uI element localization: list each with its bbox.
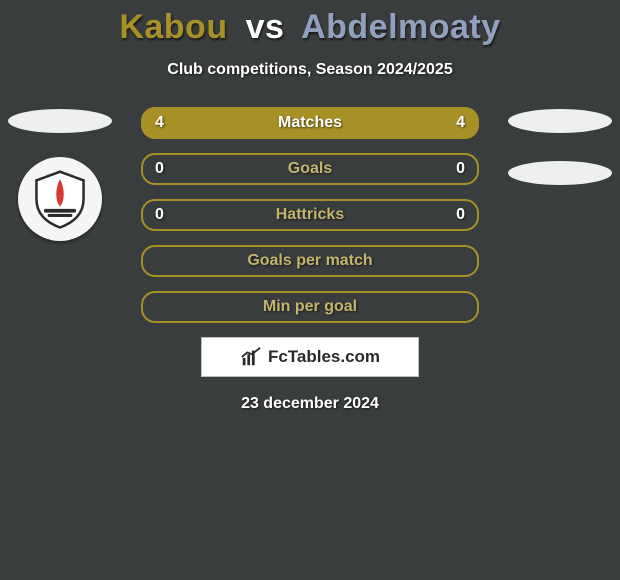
left-club-badge (18, 157, 102, 241)
player-right-name: Abdelmoaty (301, 8, 501, 46)
stat-label: Min per goal (263, 298, 357, 316)
subtitle: Club competitions, Season 2024/2025 (0, 61, 620, 79)
right-club-slot-2 (508, 161, 612, 185)
left-club-slot-1 (8, 109, 112, 133)
stat-row: Matches 4 4 (141, 107, 479, 139)
footer-brand-text: FcTables.com (268, 347, 380, 367)
stats-area: Matches 4 4 Goals 0 0 Hattricks 0 0 Goals per mat… (0, 107, 620, 323)
right-club-slot-1 (508, 109, 612, 133)
stat-value-left: 4 (155, 114, 164, 132)
comparison-title: Kabou vs Abdelmoaty (0, 0, 620, 47)
stat-value-right: 0 (456, 160, 465, 178)
stat-rows: Matches 4 4 Goals 0 0 Hattricks 0 0 Goals per mat… (141, 107, 479, 323)
title-vs: vs (246, 8, 285, 46)
stat-value-right: 4 (456, 114, 465, 132)
stat-value-right: 0 (456, 206, 465, 224)
stat-label: Matches (278, 114, 342, 132)
snapshot-date: 23 december 2024 (0, 395, 620, 413)
chart-icon (240, 346, 262, 368)
stat-row: Goals 0 0 (141, 153, 479, 185)
footer-brand[interactable]: FcTables.com (201, 337, 419, 377)
stat-row: Goals per match (141, 245, 479, 277)
stat-label: Goals (288, 160, 332, 178)
player-left-name: Kabou (119, 8, 227, 46)
stat-label: Hattricks (276, 206, 344, 224)
stat-row: Hattricks 0 0 (141, 199, 479, 231)
stat-value-left: 0 (155, 206, 164, 224)
club-crest-icon (29, 168, 91, 230)
stat-label: Goals per match (247, 252, 372, 270)
stat-value-left: 0 (155, 160, 164, 178)
stat-row: Min per goal (141, 291, 479, 323)
